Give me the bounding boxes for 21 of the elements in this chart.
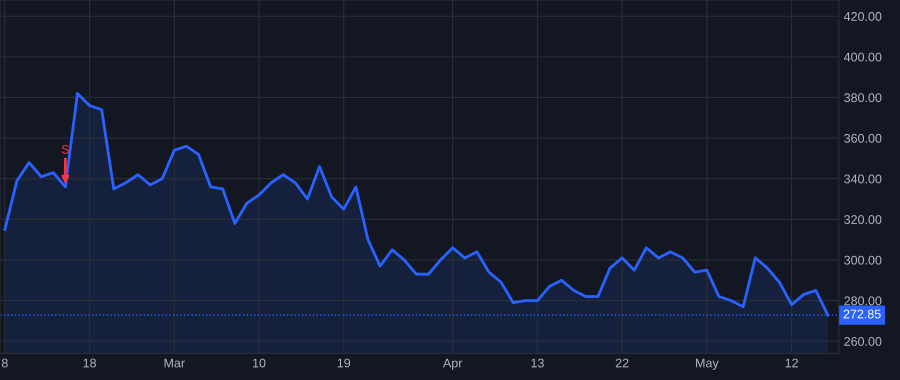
- x-tick-label: Apr: [442, 358, 462, 370]
- x-tick-label: 10: [253, 358, 266, 368]
- y-tick-label: 400.00: [844, 52, 882, 62]
- x-tick-label: 8: [2, 358, 8, 368]
- y-tick-label: 380.00: [844, 93, 882, 102]
- x-tick-label: Mar: [164, 358, 185, 368]
- y-tick-label: 300.00: [844, 256, 882, 265]
- x-tick-label: May: [696, 358, 719, 370]
- x-tick-label: 19: [338, 358, 350, 368]
- y-tick-label: 320.00: [844, 215, 882, 224]
- x-tick-label: 18: [84, 358, 96, 368]
- y-tick-label: 260.00: [844, 337, 882, 346]
- x-tick-label: 12: [786, 358, 798, 368]
- annotation: S: [62, 144, 69, 154]
- y-tick-label: 280.00: [844, 296, 882, 306]
- ref-line-label: 272.85: [844, 310, 881, 318]
- x-tick-label: 13: [531, 358, 544, 368]
- y-tick-label: 420.00: [844, 12, 882, 21]
- y-tick-label: 340.00: [844, 174, 882, 184]
- x-tick-label: 22: [616, 358, 628, 368]
- y-tick-label: 360.00: [844, 134, 882, 143]
